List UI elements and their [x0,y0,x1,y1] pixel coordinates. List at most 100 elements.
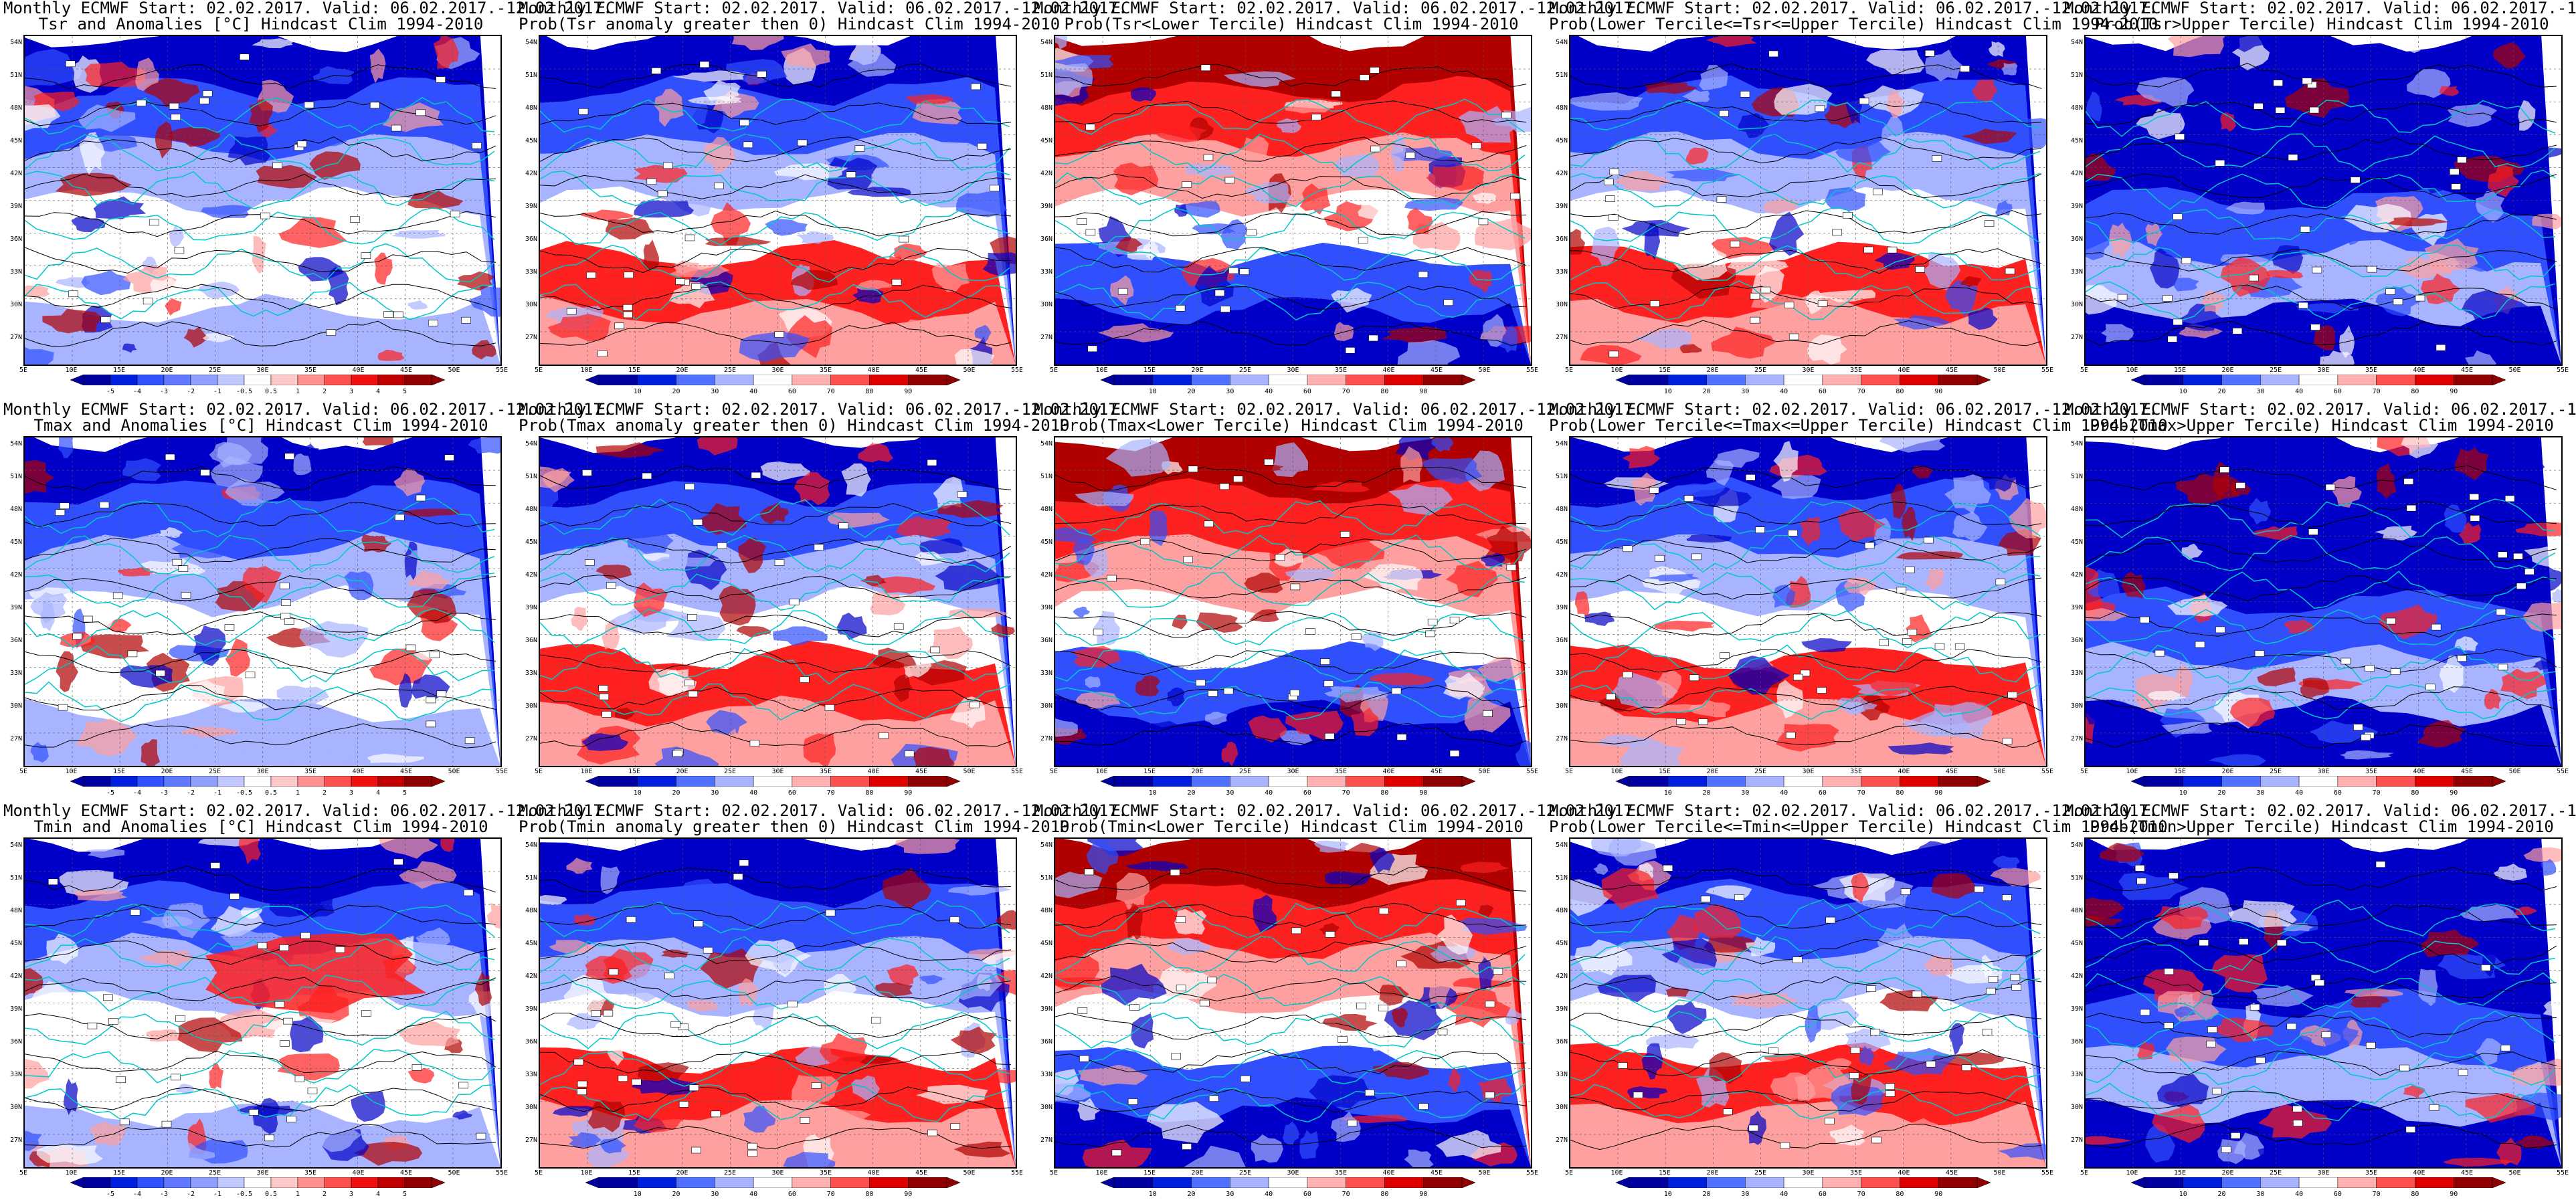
lon-tick-label: 5E [19,367,28,374]
colorbar-label: 30 [2256,789,2265,797]
forecast-panel: Monthly ECMWF Start: 02.02.2017. Valid: … [2064,803,2576,1204]
lon-tick-label: 35E [304,367,317,374]
lat-tick-label: 33N [1040,670,1052,677]
forecast-panel: Monthly ECMWF Start: 02.02.2017. Valid: … [1549,0,2158,401]
colorbar-label: 80 [1380,388,1389,395]
lon-tick-label: 40E [2413,1169,2425,1177]
lon-tick-label: 30E [256,367,269,374]
lon-tick-label: 20E [676,367,688,374]
lat-tick-label: 33N [9,1071,22,1078]
colorbar-label: 80 [1896,1191,1904,1198]
colorbar-label: 90 [1419,1191,1428,1198]
map-field [540,839,1016,1167]
lon-tick-label: 25E [208,367,221,374]
lat-tick-label: 30N [1040,1104,1052,1111]
lon-tick-label: 30E [1287,768,1299,775]
colorbar-label: 90 [1934,1191,1943,1198]
colorbar-label: 5 [402,1191,407,1198]
lon-tick-label: 30E [1802,768,1815,775]
forecast-panel: Monthly ECMWF Start: 02.02.2017. Valid: … [3,401,612,803]
lat-tick-label: 27N [525,1136,537,1144]
lon-tick-label: 40E [867,768,880,775]
lat-tick-label: 45N [9,940,22,947]
lon-tick-label: 5E [19,768,28,775]
colorbar-label: 20 [1702,789,1711,797]
colorbar-label: 90 [1419,789,1428,797]
forecast-panel: Monthly ECMWF Start: 02.02.2017. Valid: … [519,803,1127,1204]
lon-tick-label: 40E [352,768,365,775]
lat-tick-label: 39N [1555,1005,1568,1013]
lon-tick-label: 15E [1143,1169,1156,1177]
lon-tick-label: 15E [1658,1169,1671,1177]
colorbar-label: 60 [1818,388,1827,395]
colorbar-label: 30 [711,388,719,395]
lon-tick-label: 15E [2173,367,2187,374]
lon-tick-label: 30E [771,1169,784,1177]
lat-tick-label: 39N [525,1005,537,1013]
forecast-panel: Monthly ECMWF Start: 02.02.2017. Valid: … [2064,401,2576,803]
colorbar-label: -0.5 [236,1191,253,1198]
colorbar-label: 30 [1226,388,1234,395]
lat-tick-label: 27N [2070,334,2083,341]
lon-tick-label: 10E [2126,1169,2138,1177]
lon-tick-label: 55E [495,768,509,775]
lon-tick-label: 40E [352,1169,365,1177]
map-field [1055,839,1531,1167]
panel-title: Monthly ECMWF Start: 02.02.2017. Valid: … [2064,0,2576,32]
lat-tick-label: 42N [9,973,22,980]
lat-tick-label: 51N [1555,473,1568,480]
colorbar-label: 60 [2333,789,2342,797]
colorbar-label: 60 [1818,789,1827,797]
lat-tick-label: 54N [525,440,537,447]
lon-tick-label: 55E [2556,1169,2569,1177]
lon-tick-label: 25E [1754,1169,1767,1177]
colorbar-label: 80 [1896,388,1904,395]
map-field [2086,36,2561,365]
lat-tick-label: 39N [1040,604,1052,611]
colorbar-label: 30 [711,1191,719,1198]
colorbar-label: 70 [1342,388,1350,395]
colorbar-label: 10 [1663,789,1672,797]
lon-tick-label: 10E [1611,1169,1623,1177]
colorbar-label: 10 [633,1191,642,1198]
colorbar-label: 0.5 [264,789,278,797]
lon-tick-label: 40E [867,1169,880,1177]
lat-tick-label: 39N [1555,203,1568,210]
colorbar-label: 30 [1226,789,1234,797]
colorbar-label: 60 [2333,388,2342,395]
colorbar-label: 20 [1702,388,1711,395]
lat-tick-label: 54N [525,841,537,849]
lon-tick-label: 30E [2317,367,2330,374]
map-field [25,437,500,766]
lon-tick-label: 20E [1191,768,1204,775]
lat-tick-label: 54N [1040,440,1052,447]
lat-tick-label: 30N [1040,702,1052,710]
colorbar [1101,375,1475,385]
colorbar-label: 1 [295,789,300,797]
lat-tick-label: 48N [525,506,537,513]
lat-tick-label: 36N [2070,235,2083,243]
lat-tick-label: 30N [525,702,537,710]
map-field [25,839,500,1167]
panel-title: Monthly ECMWF Start: 02.02.2017. Valid: … [3,0,612,32]
lon-tick-label: 35E [1334,367,1348,374]
lat-tick-label: 36N [2070,1038,2083,1045]
colorbar-label: 3 [349,388,354,395]
lon-tick-label: 45E [1430,367,1443,374]
colorbar-swatches [585,375,960,385]
lon-tick-label: 40E [867,367,880,374]
colorbar-swatches [2131,776,2506,787]
colorbar-label: -4 [132,1191,142,1198]
colorbar-label: 90 [1419,388,1428,395]
lon-tick-label: 35E [1849,367,1863,374]
lat-tick-label: 30N [525,301,537,308]
panel-title: Monthly ECMWF Start: 02.02.2017. Valid: … [519,803,1127,835]
lat-tick-label: 48N [9,506,22,513]
lat-tick-label: 54N [525,39,537,46]
lon-tick-label: 10E [65,768,78,775]
lon-tick-label: 15E [628,1169,641,1177]
lat-tick-label: 36N [1555,637,1568,644]
lat-tick-label: 45N [525,538,537,546]
lon-tick-label: 55E [1010,768,1024,775]
lon-tick-label: 35E [304,1169,317,1177]
